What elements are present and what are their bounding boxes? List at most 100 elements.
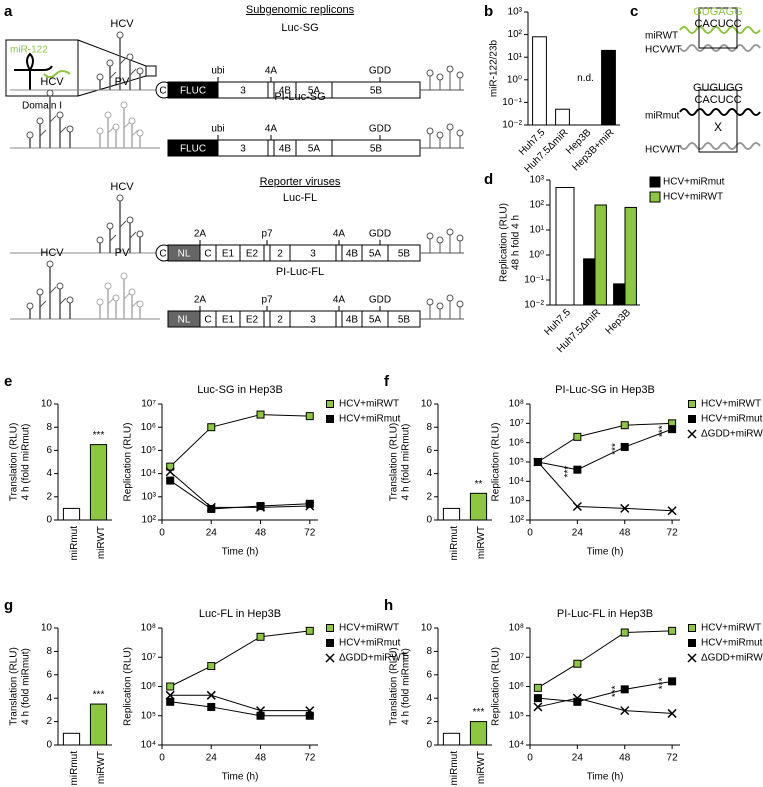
y-tick-label: 6	[426, 669, 432, 680]
marker	[256, 410, 265, 419]
marker	[166, 476, 175, 485]
ires-structure	[128, 117, 136, 125]
marker	[668, 425, 677, 434]
utr3-structure	[436, 302, 444, 310]
series-line	[170, 701, 310, 717]
bar	[62, 732, 81, 746]
legend-label: ΔGDD+miRWT	[701, 653, 763, 664]
x-tick-label: 0	[527, 753, 533, 764]
strand-label: miRWT	[645, 31, 678, 42]
bar	[624, 206, 637, 306]
y-tick-label: 8	[426, 422, 432, 433]
segment-label: E2	[246, 315, 259, 326]
annotation: ***	[658, 425, 669, 437]
annotation: ***	[610, 685, 621, 697]
x-tick-label: 0	[159, 528, 165, 539]
legend-marker	[687, 653, 697, 663]
segment-label: C	[159, 86, 166, 97]
panel-label: d	[484, 171, 493, 188]
y-tick-label: 10²	[530, 200, 545, 211]
y-tick-label: 4	[426, 468, 432, 479]
segment-label: 4B	[346, 315, 359, 326]
y-tick-label: 10⁴	[509, 740, 524, 751]
series-line	[537, 428, 673, 471]
segment-label: C	[204, 249, 211, 260]
marker	[533, 457, 543, 467]
marker	[305, 412, 314, 421]
ires-structure	[106, 222, 114, 230]
marker	[305, 501, 315, 511]
y-axis-label: 4 h (fold miRmut)	[21, 424, 32, 501]
ires-structure	[59, 126, 67, 134]
segment	[263, 310, 271, 328]
utr3-structure	[420, 72, 464, 91]
marker	[533, 694, 542, 703]
segment-label: 5B	[398, 249, 411, 260]
y-tick-label: 8	[426, 646, 432, 657]
utr3-structure	[446, 65, 454, 73]
y-tick-label: 2	[426, 491, 432, 502]
ires-structure	[116, 31, 124, 39]
y-tick-label: 10	[421, 623, 433, 634]
ires-structure	[116, 194, 124, 202]
y-tick-label: 10⁵	[509, 457, 524, 468]
ires-structure	[112, 123, 120, 131]
ires-structure	[56, 111, 64, 119]
series-line	[169, 471, 310, 508]
legend-label: HCV+miRmut	[701, 414, 763, 425]
bar	[469, 492, 488, 521]
utr3-structure	[446, 123, 454, 131]
y-tick-label: 10⁸	[509, 399, 524, 410]
legend-label: HCV+miRmut	[339, 638, 401, 649]
marker	[572, 501, 582, 512]
marker	[572, 693, 582, 703]
legend-marker	[688, 624, 696, 632]
y-tick-label: 0	[426, 740, 432, 751]
ires-label: HCV	[40, 247, 64, 259]
bar	[442, 507, 461, 521]
marker	[165, 690, 175, 700]
x-tick-label: 24	[206, 753, 218, 764]
ires-structure	[39, 129, 47, 137]
ires-structure	[136, 300, 144, 308]
y-tick-label: 2	[46, 716, 52, 727]
ires-structure	[126, 53, 134, 61]
segment	[335, 310, 343, 328]
utr3-structure	[426, 127, 434, 135]
utr3-structure	[456, 234, 464, 242]
series-line	[169, 630, 310, 687]
site-label: ubi	[211, 66, 224, 77]
segment	[267, 81, 275, 99]
utr3-structure	[446, 294, 454, 302]
legend-label: HCV+miRWT	[339, 399, 399, 410]
zoom-line	[77, 39, 147, 97]
marker	[620, 706, 630, 716]
x-tick-label: 72	[667, 753, 679, 764]
segment-label: 3	[240, 144, 246, 155]
y-tick-label: 4	[46, 693, 52, 704]
x-tick-label: 72	[304, 528, 316, 539]
y-axis-label: 4 h (fold miRmut)	[401, 424, 412, 501]
utr3-structure	[436, 73, 444, 81]
segment-label: E1	[222, 249, 235, 260]
segment-label: 5B	[370, 86, 383, 97]
marker	[620, 503, 630, 513]
ires-structure	[129, 68, 137, 76]
y-axis-label: Translation (RLU)	[9, 423, 20, 502]
mir-strand	[679, 26, 761, 34]
domain-structure	[14, 52, 53, 90]
y-tick-label: 10⁶	[141, 681, 156, 692]
site-label: GDD	[369, 295, 391, 306]
ires-structure	[36, 117, 44, 125]
y-tick-label: 10⁰	[507, 74, 522, 85]
y-axis-label: miR-122/23b	[489, 39, 500, 97]
y-tick-label: 10⁵	[141, 445, 156, 456]
ires-structure	[120, 272, 128, 280]
marker	[206, 690, 216, 700]
ires-structure	[49, 286, 57, 294]
legend-marker	[326, 415, 334, 423]
y-tick-label: 10⁻²	[524, 300, 544, 311]
marker	[620, 442, 629, 451]
ires-label: HCV	[40, 76, 64, 88]
